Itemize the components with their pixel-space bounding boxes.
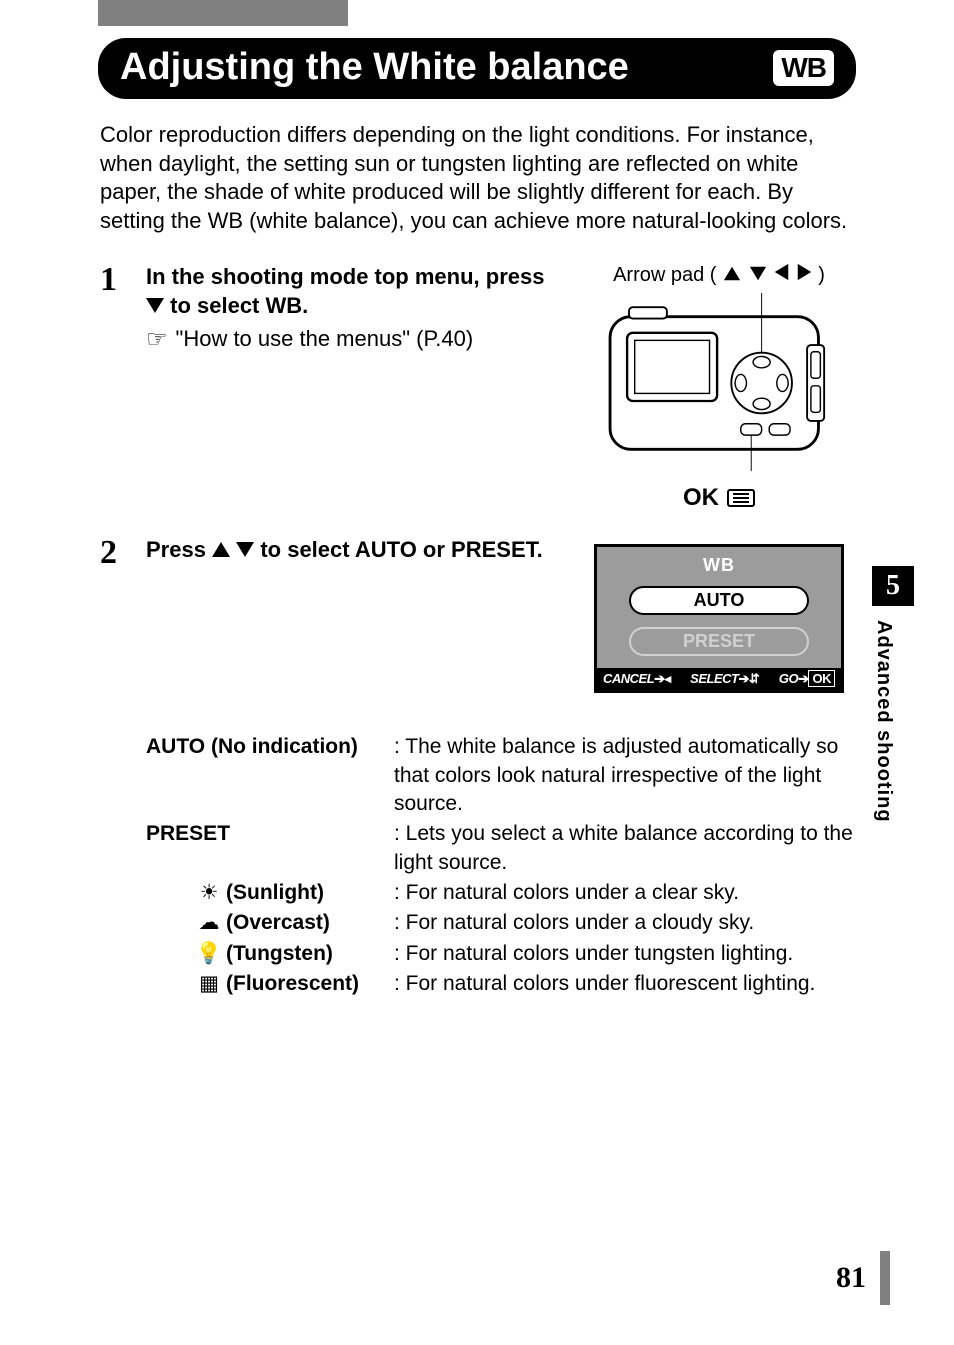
page-edge-mark — [880, 1251, 890, 1305]
step-2: 2 Press to select AUTO or PRESET. WB AUT… — [100, 536, 854, 693]
def-fluorescent-desc: : For natural colors under fluorescent l… — [394, 970, 815, 998]
def-tungsten-label: (Tungsten) — [226, 940, 394, 968]
chapter-title: Advanced shooting — [872, 620, 895, 823]
def-fluorescent: ▦ (Fluorescent) : For natural colors und… — [192, 970, 854, 998]
step-1-text-a: In the shooting mode top menu, press — [146, 264, 544, 289]
step-1: 1 In the shooting mode top menu, press t… — [100, 263, 854, 512]
def-overcast-label: (Overcast) — [226, 909, 394, 937]
def-overcast: ☁ (Overcast) : For natural colors under … — [192, 909, 854, 937]
def-sunlight: ☀ (Sunlight) : For natural colors under … — [192, 879, 854, 907]
camera-diagram-area: Arrow pad ( ) — [584, 263, 854, 512]
def-fluorescent-label: (Fluorescent) — [226, 970, 394, 998]
lcd-title: WB — [609, 555, 829, 576]
tungsten-icon: 💡 — [192, 940, 226, 968]
title-bar: Adjusting the White balance WB — [98, 38, 856, 99]
overcast-icon: ☁ — [192, 909, 226, 937]
triangle-down-icon — [236, 542, 254, 557]
chapter-number: 5 — [872, 566, 914, 606]
def-preset-desc: : Lets you select a white balance accord… — [394, 820, 854, 877]
ok-label: OK — [584, 484, 854, 512]
def-overcast-desc: : For natural colors under a cloudy sky. — [394, 909, 754, 937]
def-tungsten: 💡 (Tungsten) : For natural colors under … — [192, 940, 854, 968]
page-number: 81 — [836, 1261, 866, 1295]
triangle-up-icon — [212, 542, 230, 557]
triangle-left-icon — [775, 264, 789, 280]
chapter-tab: 5 Advanced shooting — [872, 566, 914, 823]
def-tungsten-desc: : For natural colors under tungsten ligh… — [394, 940, 793, 968]
def-auto-label: AUTO (No indication) — [146, 733, 394, 818]
wb-badge: WB — [773, 50, 834, 86]
top-gray-bar — [98, 0, 348, 26]
definitions-list: AUTO (No indication) : The white balance… — [146, 733, 854, 998]
step-number-2: 2 — [100, 536, 128, 570]
def-sunlight-desc: : For natural colors under a clear sky. — [394, 879, 739, 907]
step-2-text-a: Press — [146, 537, 206, 562]
reference-text: "How to use the menus" (P.40) — [176, 326, 474, 352]
lcd-screen: WB AUTO PRESET CANCEL➔◂ SELECT➔⇵ GO➔OK — [594, 544, 844, 693]
menu-list-icon — [727, 489, 755, 507]
triangle-up-icon — [724, 267, 740, 281]
lcd-option-preset: PRESET — [629, 627, 809, 656]
def-preset: PRESET : Lets you select a white balance… — [146, 820, 854, 877]
triangle-right-icon — [797, 264, 811, 280]
step-2-instruction: Press to select AUTO or PRESET. — [146, 536, 566, 565]
hand-pointer-icon — [146, 325, 168, 354]
triangle-down-icon — [146, 298, 164, 313]
step-1-instruction: In the shooting mode top menu, press to … — [146, 263, 566, 320]
intro-paragraph: Color reproduction differs depending on … — [100, 121, 854, 235]
step-1-reference: "How to use the menus" (P.40) — [146, 325, 566, 354]
lcd-option-auto: AUTO — [629, 586, 809, 615]
sunlight-icon: ☀ — [192, 879, 226, 907]
page-title: Adjusting the White balance — [120, 46, 629, 89]
fluorescent-icon: ▦ — [192, 970, 226, 998]
step-2-text-b: to select AUTO or PRESET. — [260, 537, 542, 562]
arrow-pad-label: Arrow pad ( ) — [584, 263, 854, 287]
def-auto: AUTO (No indication) : The white balance… — [146, 733, 854, 818]
camera-illustration — [594, 293, 844, 473]
triangle-down-icon — [749, 267, 765, 281]
step-1-text-b: to select WB. — [170, 293, 308, 318]
def-preset-label: PRESET — [146, 820, 394, 877]
lcd-footer: CANCEL➔◂ SELECT➔⇵ GO➔OK — [597, 668, 841, 690]
def-sunlight-label: (Sunlight) — [226, 879, 394, 907]
def-auto-desc: : The white balance is adjusted automati… — [394, 733, 854, 818]
step-number-1: 1 — [100, 263, 128, 297]
lcd-diagram-area: WB AUTO PRESET CANCEL➔◂ SELECT➔⇵ GO➔OK — [584, 536, 854, 693]
